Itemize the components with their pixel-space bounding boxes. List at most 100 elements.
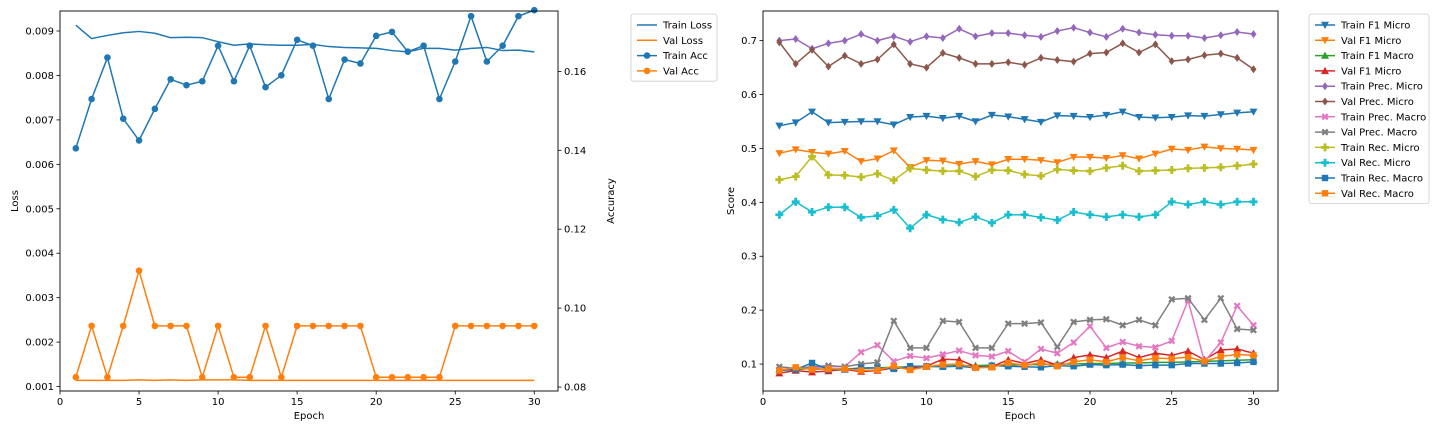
c1-point-train-prec-micro-4-2 [792, 35, 799, 44]
c1-point-train-f1-micro-0-1 [775, 122, 784, 130]
c0-point-train-acc-2-27 [483, 58, 491, 65]
loss-accuracy-chart: 0 5 10 15 20 25 30 0.001 0.002 0.003 0.004 0.005 0.0… [10, 6, 718, 422]
c0-point-val-acc-3-18 [341, 322, 348, 330]
c0-point-val-acc-3-11 [230, 373, 238, 381]
c1-point-val-f1-micro-1-8 [889, 147, 898, 155]
c0-point-val-acc-3-2 [88, 322, 95, 330]
c0-ytick-label-3: 0.004 [25, 249, 54, 260]
c1-series-val-rec-macro-11 [776, 351, 1257, 374]
c0-point-train-acc-2-18 [341, 56, 348, 63]
c1-point-train-rec-macro-10-28 [1217, 360, 1224, 367]
c1-point-train-rec-micro-8-7 [873, 169, 882, 178]
c1-point-train-prec-micro-4-22 [1119, 24, 1126, 33]
c1-point-train-prec-macro-6-6 [857, 348, 865, 356]
c0-ytick-label-7: 0.008 [25, 71, 54, 82]
c0-point-train-acc-2-4 [119, 115, 127, 123]
c0-xlabel: Epoch [294, 411, 325, 422]
c1-series-val-rec-micro-9 [775, 197, 1258, 233]
c1-point-train-f1-micro-0-21 [1102, 111, 1111, 120]
c1-point-train-rec-micro-8-30 [1249, 160, 1258, 169]
c1-point-train-prec-micro-4-20 [1086, 28, 1093, 37]
c0-point-train-acc-2-22 [404, 48, 412, 55]
c1-point-train-f1-micro-0-7 [873, 118, 882, 126]
c1-point-val-prec-micro-5-5 [841, 51, 848, 60]
c1-point-train-prec-micro-4-6 [858, 30, 865, 39]
c1-legend-label-5: Val Prec. Micro [1341, 97, 1414, 108]
c1-point-val-prec-macro-7-29 [1233, 325, 1241, 333]
c1-point-val-rec-micro-9-24 [1151, 210, 1160, 219]
c1-point-train-prec-micro-4-23 [1136, 28, 1143, 37]
c1-point-val-prec-macro-7-21 [1102, 315, 1110, 323]
c1-point-train-f1-micro-0-5 [840, 118, 849, 127]
c1-point-train-prec-macro-6-10 [922, 354, 930, 362]
c1-point-val-rec-micro-9-1 [775, 210, 784, 219]
c0-legend-entry-val-loss-1: Val Loss [637, 36, 703, 47]
c0-point-train-acc-2-3 [104, 54, 111, 61]
c1-ytick-label-6: 0.7 [741, 36, 757, 47]
c1-point-train-f1-micro-0-23 [1135, 113, 1144, 122]
c1-legend-marker-6 [1321, 113, 1329, 121]
c1-point-train-prec-micro-4-11 [939, 33, 946, 42]
c1-point-val-prec-micro-5-18 [1054, 56, 1061, 65]
c1-point-train-prec-macro-6-18 [1053, 349, 1061, 357]
c1-point-val-f1-micro-1-28 [1216, 145, 1225, 153]
c1-point-train-prec-micro-4-9 [907, 37, 914, 46]
c1-point-val-f1-micro-3-11 [938, 355, 947, 363]
c0-point-train-acc-2-6 [151, 105, 159, 113]
c0-ylabel: Loss [10, 190, 21, 212]
c1-point-val-rec-micro-9-28 [1216, 200, 1225, 209]
c0-point-val-acc-3-9 [198, 373, 206, 381]
c1-point-train-rec-micro-8-19 [1069, 166, 1078, 175]
c1-point-val-rec-macro-11-22 [1119, 354, 1126, 361]
c1-point-val-prec-micro-5-12 [956, 53, 963, 62]
c1-point-train-prec-micro-4-18 [1054, 26, 1061, 35]
c1-point-val-prec-micro-5-2 [792, 59, 799, 68]
c1-point-train-prec-micro-4-25 [1168, 31, 1175, 40]
c0-legend-label-1: Val Loss [663, 36, 703, 47]
c0-series-layer [72, 6, 538, 382]
c1-point-val-rec-micro-9-6 [857, 213, 866, 222]
c1-legend-marker-1 [1321, 37, 1329, 45]
c1-point-val-rec-micro-9-18 [1053, 216, 1062, 225]
c0-legend-label-2: Train Acc [662, 51, 708, 62]
c1-point-val-prec-macro-7-22 [1119, 321, 1127, 329]
c1-point-train-f1-micro-0-15 [1004, 113, 1013, 121]
c1-point-val-rec-macro-11-6 [857, 367, 865, 374]
c1-point-val-rec-macro-11-11 [939, 361, 947, 368]
c1-point-train-prec-micro-4-21 [1103, 32, 1110, 41]
c1-point-val-prec-micro-5-14 [988, 59, 995, 68]
c1-ytick-label-5: 0.6 [741, 90, 757, 101]
c1-point-train-prec-micro-4-5 [841, 36, 848, 45]
c1-point-val-f1-micro-1-14 [987, 161, 996, 169]
c1-ytick-label-0: 0.1 [741, 360, 757, 371]
c1-point-val-prec-macro-7-24 [1151, 321, 1159, 329]
c1-legend-marker-0 [1321, 21, 1329, 29]
c1-legend-marker-2 [1321, 51, 1329, 59]
c1-point-val-rec-macro-11-21 [1103, 358, 1110, 366]
c0-point-train-acc-2-14 [278, 72, 285, 79]
c0-point-val-acc-3-16 [309, 322, 317, 330]
c0-point-val-acc-3-23 [420, 373, 427, 381]
c0-point-train-acc-2-16 [309, 42, 317, 50]
c0-point-train-acc-2-19 [357, 60, 364, 67]
c1-legend-marker-4 [1322, 82, 1328, 91]
c1-point-train-rec-macro-10-17 [1037, 364, 1045, 371]
c1-point-val-prec-micro-5-22 [1119, 39, 1126, 48]
c1-point-train-rec-micro-8-22 [1118, 161, 1127, 170]
score-metrics-chart: 0 5 10 15 20 25 300.10.20.30.40.50.60.7 Epoch … [726, 10, 1430, 422]
c1-point-val-prec-micro-5-20 [1086, 49, 1093, 58]
c1-legend-entry-train-f1-micro-0: Train F1 Micro [1315, 21, 1410, 32]
c1-point-val-rec-micro-9-25 [1167, 197, 1176, 206]
c1-legend-marker-5 [1322, 97, 1328, 106]
c1-point-train-rec-micro-8-8 [889, 176, 898, 185]
c1-point-val-rec-macro-11-16 [1021, 361, 1028, 369]
c1-point-train-f1-micro-0-19 [1069, 112, 1078, 121]
c1-point-train-prec-macro-6-23 [1135, 342, 1143, 350]
c1-point-train-prec-macro-6-21 [1102, 344, 1110, 352]
c1-legend-marker-8 [1321, 143, 1329, 152]
c0-series-val-acc-3 [72, 267, 538, 381]
c0-y2tick-label-3: 0.14 [564, 146, 586, 157]
c0-point-train-acc-2-12 [246, 42, 254, 50]
c1-legend-entry-val-prec-macro-7: Val Prec. Macro [1315, 128, 1417, 139]
c1-point-train-prec-macro-6-17 [1037, 345, 1045, 353]
